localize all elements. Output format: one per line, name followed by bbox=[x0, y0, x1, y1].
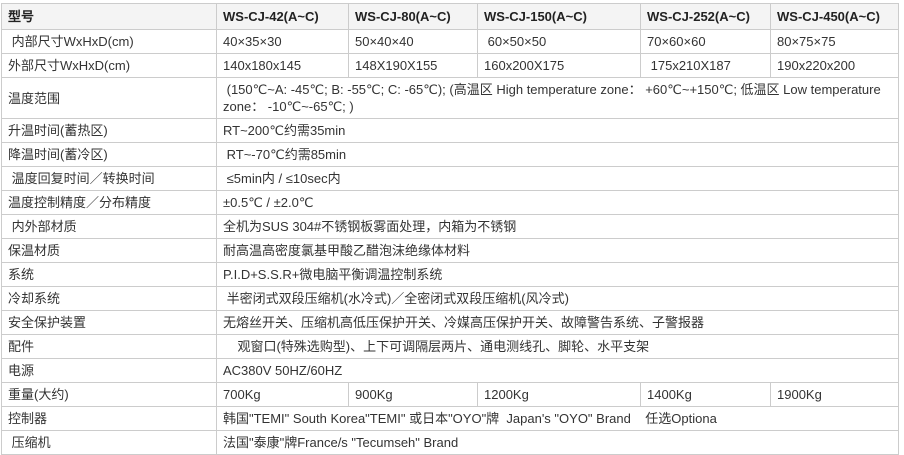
column-header-model-3: WS-CJ-150(A~C) bbox=[477, 3, 641, 30]
cell-outer-size-1: 140x180x145 bbox=[216, 53, 349, 78]
cell-outer-size-2: 148X190X155 bbox=[348, 53, 478, 78]
table-row-inner-size: 内部尺寸WxHxD(cm) 40×35×30 50×40×40 60×50×50… bbox=[1, 29, 899, 54]
table-row-material: 内外部材质 全机为SUS 304#不锈钢板雾面处理，内箱为不锈钢 bbox=[1, 214, 899, 239]
column-header-model-5: WS-CJ-450(A~C) bbox=[770, 3, 899, 30]
table-row-recovery-time: 温度回复时间／转换时间 ≤5min内 / ≤10sec内 bbox=[1, 166, 899, 191]
cell-accuracy: ±0.5℃ / ±2.0℃ bbox=[216, 190, 899, 215]
cell-weight-3: 1200Kg bbox=[477, 382, 641, 407]
row-label-accuracy: 温度控制精度／分布精度 bbox=[1, 190, 217, 215]
cell-inner-size-3: 60×50×50 bbox=[477, 29, 641, 54]
row-label-heat-time: 升温时间(蓄热区) bbox=[1, 118, 217, 143]
row-label-accessories: 配件 bbox=[1, 334, 217, 359]
cell-cool-time: RT~-70℃约需85min bbox=[216, 142, 899, 167]
cell-inner-size-5: 80×75×75 bbox=[770, 29, 899, 54]
row-label-recovery-time: 温度回复时间／转换时间 bbox=[1, 166, 217, 191]
column-header-model-2: WS-CJ-80(A~C) bbox=[348, 3, 478, 30]
row-label-system: 系统 bbox=[1, 262, 217, 287]
table-row-cooling-system: 冷却系统 半密闭式双段压缩机(水冷式)／全密闭式双段压缩机(风冷式) bbox=[1, 286, 899, 311]
table-row-temp-range: 温度范围 (150℃~A: -45℃; B: -55℃; C: -65℃); (… bbox=[1, 77, 899, 119]
cell-recovery-time: ≤5min内 / ≤10sec内 bbox=[216, 166, 899, 191]
table-row-cool-time: 降温时间(蓄冷区) RT~-70℃约需85min bbox=[1, 142, 899, 167]
cell-insulation: 耐高温高密度氯基甲酸乙醋泡沫绝缘体材料 bbox=[216, 238, 899, 263]
row-label-material: 内外部材质 bbox=[1, 214, 217, 239]
cell-heat-time: RT~200℃约需35min bbox=[216, 118, 899, 143]
cell-inner-size-2: 50×40×40 bbox=[348, 29, 478, 54]
cell-temp-range: (150℃~A: -45℃; B: -55℃; C: -65℃); (高温区 H… bbox=[216, 77, 899, 119]
cell-weight-5: 1900Kg bbox=[770, 382, 899, 407]
cell-compressor: 法国"泰康"牌France/s "Tecumseh" Brand bbox=[216, 430, 899, 455]
cell-system: P.I.D+S.S.R+微电脑平衡调温控制系统 bbox=[216, 262, 899, 287]
table-header-row: 型号 WS-CJ-42(A~C) WS-CJ-80(A~C) WS-CJ-150… bbox=[1, 3, 899, 30]
cell-weight-1: 700Kg bbox=[216, 382, 349, 407]
row-label-outer-size: 外部尺寸WxHxD(cm) bbox=[1, 53, 217, 78]
row-label-temp-range: 温度范围 bbox=[1, 77, 217, 119]
row-label-insulation: 保温材质 bbox=[1, 238, 217, 263]
cell-controller: 韩国"TEMI" South Korea"TEMI" 或日本"OYO"牌 Jap… bbox=[216, 406, 899, 431]
row-label-safety: 安全保护装置 bbox=[1, 310, 217, 335]
cell-inner-size-4: 70×60×60 bbox=[640, 29, 771, 54]
cell-inner-size-1: 40×35×30 bbox=[216, 29, 349, 54]
column-header-model-label: 型号 bbox=[1, 3, 217, 30]
table-row-accuracy: 温度控制精度／分布精度 ±0.5℃ / ±2.0℃ bbox=[1, 190, 899, 215]
table-row-weight: 重量(大约) 700Kg 900Kg 1200Kg 1400Kg 1900Kg bbox=[1, 382, 899, 407]
cell-outer-size-3: 160x200X175 bbox=[477, 53, 641, 78]
row-label-cooling-system: 冷却系统 bbox=[1, 286, 217, 311]
table-row-insulation: 保温材质 耐高温高密度氯基甲酸乙醋泡沫绝缘体材料 bbox=[1, 238, 899, 263]
column-header-model-4: WS-CJ-252(A~C) bbox=[640, 3, 771, 30]
cell-cooling-system: 半密闭式双段压缩机(水冷式)／全密闭式双段压缩机(风冷式) bbox=[216, 286, 899, 311]
table-row-outer-size: 外部尺寸WxHxD(cm) 140x180x145 148X190X155 16… bbox=[1, 53, 899, 78]
cell-material: 全机为SUS 304#不锈钢板雾面处理，内箱为不锈钢 bbox=[216, 214, 899, 239]
row-label-controller: 控制器 bbox=[1, 406, 217, 431]
cell-safety: 无熔丝开关、压缩机高低压保护开关、冷媒高压保护开关、故障警告系统、子警报器 bbox=[216, 310, 899, 335]
cell-outer-size-5: 190x220x200 bbox=[770, 53, 899, 78]
cell-weight-2: 900Kg bbox=[348, 382, 478, 407]
cell-accessories: 观窗口(特殊选购型)、上下可调隔层两片、通电测线孔、脚轮、水平支架 bbox=[216, 334, 899, 359]
row-label-cool-time: 降温时间(蓄冷区) bbox=[1, 142, 217, 167]
table-row-power: 电源 AC380V 50HZ/60HZ bbox=[1, 358, 899, 383]
table-row-accessories: 配件 观窗口(特殊选购型)、上下可调隔层两片、通电测线孔、脚轮、水平支架 bbox=[1, 334, 899, 359]
table-row-heat-time: 升温时间(蓄热区) RT~200℃约需35min bbox=[1, 118, 899, 143]
table-row-safety: 安全保护装置 无熔丝开关、压缩机高低压保护开关、冷媒高压保护开关、故障警告系统、… bbox=[1, 310, 899, 335]
table-row-compressor: 压缩机 法国"泰康"牌France/s "Tecumseh" Brand bbox=[1, 430, 899, 455]
cell-weight-4: 1400Kg bbox=[640, 382, 771, 407]
cell-power: AC380V 50HZ/60HZ bbox=[216, 358, 899, 383]
row-label-weight: 重量(大约) bbox=[1, 382, 217, 407]
table-row-controller: 控制器 韩国"TEMI" South Korea"TEMI" 或日本"OYO"牌… bbox=[1, 406, 899, 431]
row-label-compressor: 压缩机 bbox=[1, 430, 217, 455]
column-header-model-1: WS-CJ-42(A~C) bbox=[216, 3, 349, 30]
row-label-power: 电源 bbox=[1, 358, 217, 383]
spec-table: 型号 WS-CJ-42(A~C) WS-CJ-80(A~C) WS-CJ-150… bbox=[1, 3, 899, 455]
cell-outer-size-4: 175x210X187 bbox=[640, 53, 771, 78]
row-label-inner-size: 内部尺寸WxHxD(cm) bbox=[1, 29, 217, 54]
table-row-system: 系统 P.I.D+S.S.R+微电脑平衡调温控制系统 bbox=[1, 262, 899, 287]
